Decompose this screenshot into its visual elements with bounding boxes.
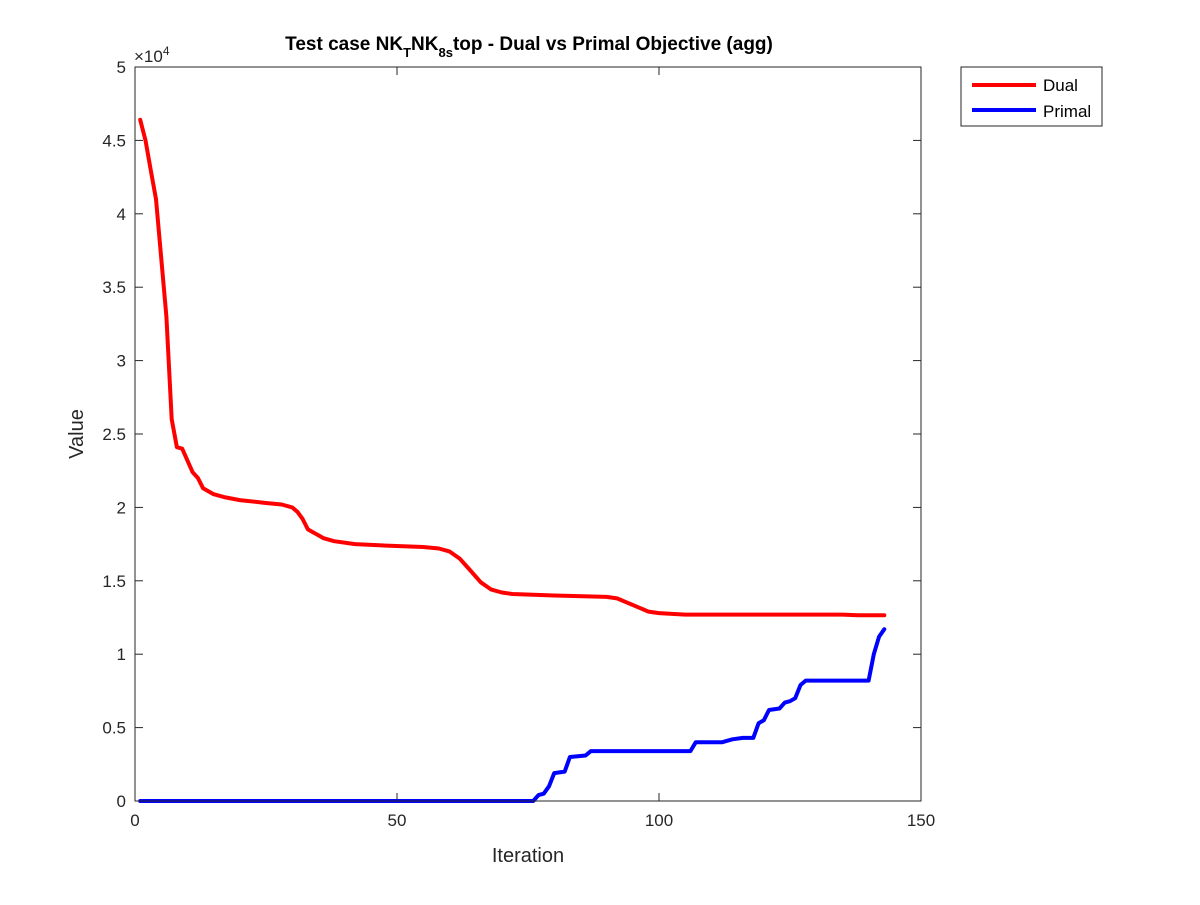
plot-area [135,67,921,801]
title-suffix: top - Dual vs Primal Objective (agg) [453,34,773,55]
y-tick-label: 1.5 [102,572,126,591]
y-axis-label: Value [66,409,88,459]
legend-box [960,66,1103,127]
y-exponent-base: ×10 [134,47,163,66]
y-tick-label: 3.5 [102,278,126,297]
y-tick-label: 0 [117,792,126,811]
y-tick-label: 0.5 [102,719,126,738]
legend-primal-label: Primal [1043,102,1091,121]
series-layer [138,117,887,803]
x-tick-label: 0 [130,811,139,830]
x-axis-label: Iteration [492,845,564,867]
series-line-dual [138,117,887,618]
axis-layer: 0 50 100 150 0 0.5 1 1.5 2 2.5 3 3.5 4 4.5 5 [102,58,935,830]
y-tick-label: 2.5 [102,425,126,444]
y-exponent-power: 4 [163,44,170,58]
y-tick-label: 5 [117,58,126,77]
series-line-primal [138,627,887,803]
y-exponent-label: ×104 [134,44,170,66]
legend: Dual Primal [960,66,1103,127]
y-tick-label: 4 [117,205,126,224]
x-tick-label: 150 [907,811,935,830]
x-tick-label: 100 [645,811,673,830]
y-tick-label: 4.5 [102,131,126,150]
legend-dual-label: Dual [1043,76,1078,95]
y-tick-label: 1 [117,645,126,664]
y-tick-label: 3 [117,352,126,371]
title-subscript-2: 8s [438,45,452,60]
chart-title: Test case NKTNK8stop - Dual vs Primal Ob… [285,34,773,60]
y-tick-label: 2 [117,498,126,517]
title-middle: NK [411,34,439,55]
x-tick-label: 50 [388,811,407,830]
title-prefix: Test case NK [285,34,403,55]
title-subscript-1: T [403,45,411,60]
